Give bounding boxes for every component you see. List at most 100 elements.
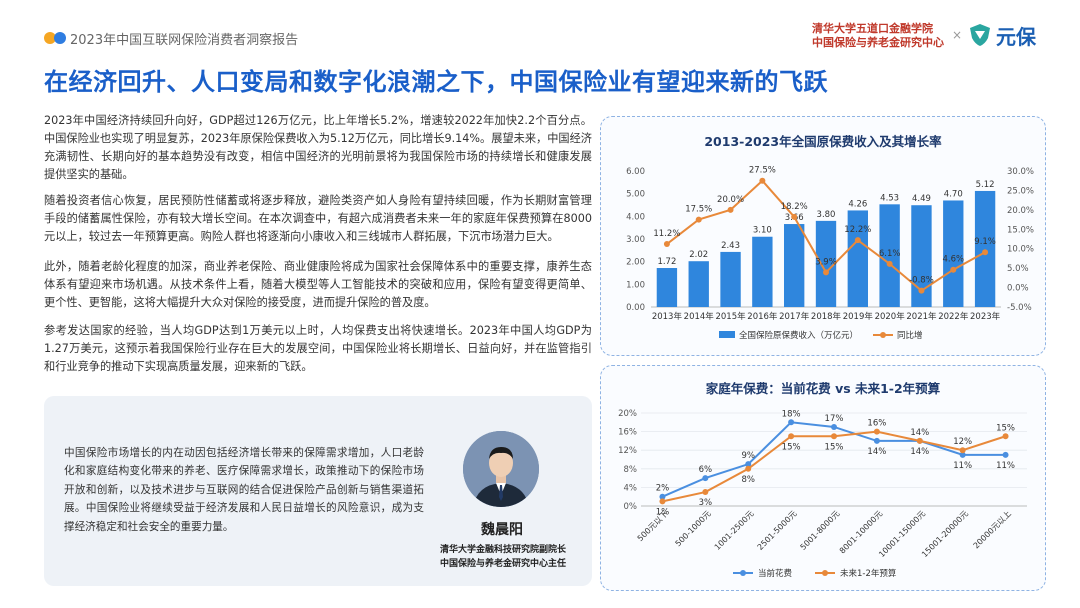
y-right-tick-label: 0.0%	[1007, 284, 1029, 294]
org-name: 清华大学五道口金融学院 中国保险与养老金研究中心	[812, 22, 962, 50]
x-tick-label: 2017年	[779, 311, 810, 322]
person-title-1: 清华大学金融科技研究院副院长	[439, 545, 566, 555]
y-tick-label: 4%	[624, 483, 638, 493]
org-line-2: 中国保险与养老金研究中心	[812, 36, 944, 49]
growth-value-label: 6.1%	[879, 249, 901, 259]
bar	[879, 204, 900, 307]
x-tick-label: 2018年	[811, 311, 842, 322]
shield-logo-icon	[970, 24, 990, 46]
series-point	[1002, 433, 1009, 440]
y-right-tick-label: 20.0%	[1007, 206, 1034, 216]
growth-value-label: 4.6%	[942, 255, 964, 265]
bar-value-label: 4.70	[944, 189, 963, 199]
chart-title: 2013-2023年全国原保费收入及其增长率	[704, 134, 942, 149]
legend-line-label: 同比增	[897, 330, 923, 341]
bar-value-label: 3.80	[817, 210, 836, 220]
report-title: 2023年中国互联网保险消费者洞察报告	[70, 33, 299, 48]
paragraph-2: 随着投资者信心恢复，居民预防性储蓄或将逐步释放，避险类资产如人身险有望持续回暖，…	[44, 194, 592, 243]
paragraph-3: 此外，随着老龄化程度的加深，商业养老保险、商业健康险将成为国家社会保障体系中的重…	[44, 260, 592, 309]
y-right-tick-label: 15.0%	[1007, 225, 1034, 235]
growth-value-label: 17.5%	[685, 205, 712, 215]
growth-point	[950, 266, 957, 273]
person-portrait-icon	[463, 431, 539, 507]
y-tick-label: 0%	[624, 502, 638, 512]
x-tick-label: 2022年	[938, 311, 969, 322]
x-tick-label: 1001-2500元	[713, 509, 756, 552]
series-value-label: 2%	[656, 484, 670, 494]
x-tick-label: 2020年	[875, 311, 906, 322]
growth-point	[791, 213, 798, 220]
y-left-tick-label: 4.00	[626, 212, 645, 222]
chart-title: 家庭年保费：当前花费 vs 未来1-2年预算	[705, 381, 941, 396]
paragraph-4: 参考发达国家的经验，当人均GDP达到1万美元以上时，人均保费支出将快速增长。20…	[44, 324, 592, 373]
legend-bar-swatch	[719, 331, 735, 338]
bar	[784, 224, 805, 307]
quote-text: 中国保险市场增长的内在动因包括经济增长带来的保障需求增加，人口老龄化和家庭结构变…	[64, 447, 424, 533]
yuanbao-logo: 元保	[968, 21, 1048, 51]
bar-value-label: 2.02	[689, 250, 708, 260]
y-right-tick-label: 25.0%	[1007, 186, 1034, 196]
legend-bar-label: 全国保险原保费收入（万亿元）	[739, 330, 858, 341]
legend-future-dot	[822, 570, 828, 576]
growth-value-label: -0.8%	[909, 276, 934, 286]
y-right-tick-label: 30.0%	[1007, 167, 1034, 177]
bar-value-label: 1.72	[657, 257, 676, 267]
y-tick-label: 16%	[618, 428, 637, 438]
legend-future-label: 未来1-2年预算	[840, 568, 897, 579]
logo-text: 元保	[996, 25, 1036, 49]
y-left-tick-label: 0.00	[626, 303, 645, 313]
series-value-label: 14%	[910, 428, 929, 438]
bar	[815, 220, 837, 307]
x-tick-label: 2019年	[843, 311, 874, 322]
bar	[943, 200, 964, 307]
x-tick-label: 20000元以上	[972, 509, 1013, 550]
chart-panel-premium: 2013-2023年全国原保费收入及其增长率 0.00 1.00 2.00 3.00 4…	[600, 116, 1046, 356]
bar-value-label: 3.10	[753, 226, 772, 236]
person-name: 魏晨阳	[481, 522, 523, 538]
y-left-tick-label: 6.00	[626, 167, 645, 177]
series-point	[745, 465, 752, 472]
series-value-label: 9%	[741, 451, 755, 461]
cross-separator: ×	[952, 28, 963, 42]
bar-value-label: 4.53	[880, 193, 899, 203]
series-point	[1002, 451, 1009, 458]
growth-value-label: 27.5%	[749, 166, 776, 176]
y-tick-label: 8%	[624, 465, 638, 475]
bar-value-label: 5.12	[976, 180, 995, 190]
series-point	[959, 451, 966, 458]
series-value-label: 15%	[782, 442, 801, 452]
avatar	[463, 431, 539, 507]
series-point	[873, 437, 880, 444]
bar-value-label: 4.49	[912, 194, 931, 204]
growth-point	[918, 287, 925, 294]
growth-point	[695, 216, 702, 223]
x-tick-label: 2015年	[715, 311, 746, 322]
growth-value-label: 18.2%	[781, 202, 808, 212]
series-point	[916, 437, 923, 444]
series-value-label: 15%	[825, 442, 844, 452]
series-value-label: 8%	[741, 475, 755, 485]
series-point	[831, 433, 837, 440]
series-value-label: 14%	[867, 447, 886, 457]
bar	[656, 268, 678, 307]
person-title-2: 中国保险与养老金研究中心主任	[439, 559, 566, 569]
bar-value-label: 4.26	[848, 199, 867, 209]
y-left-tick-label: 2.00	[626, 258, 645, 268]
x-tick-label: 2501-5000元	[756, 509, 799, 552]
growth-value-label: 20.0%	[717, 195, 744, 205]
series-point	[702, 489, 709, 496]
series-value-label: 17%	[825, 414, 844, 424]
y-right-tick-label: -5.0%	[1007, 303, 1032, 313]
bar	[688, 261, 709, 307]
growth-value-label: 11.2%	[653, 229, 680, 239]
series-point	[788, 433, 795, 440]
legend-current-label: 当前花费	[758, 568, 793, 579]
x-tick-label: 8001-10000元	[838, 509, 884, 555]
x-tick-label: 500-1000元	[673, 509, 712, 548]
bar	[911, 205, 932, 307]
series-value-label: 6%	[699, 465, 713, 475]
bar-value-label: 2.43	[721, 241, 740, 251]
series-value-label: 3%	[699, 498, 713, 508]
growth-point	[759, 177, 766, 184]
series-point	[659, 493, 666, 500]
